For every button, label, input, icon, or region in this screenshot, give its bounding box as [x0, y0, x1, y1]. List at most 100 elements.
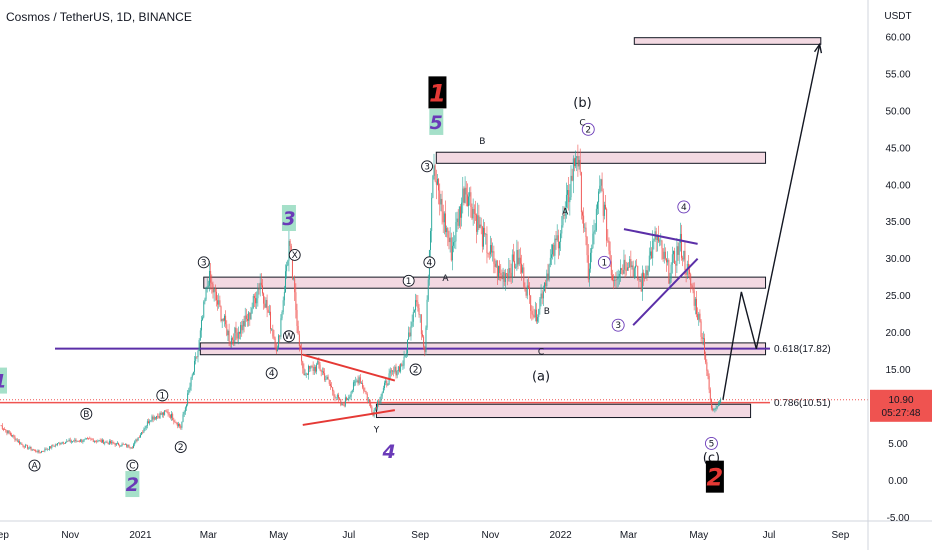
candle-body	[205, 287, 207, 300]
candle	[64, 443, 65, 445]
candle	[403, 350, 405, 369]
candle-body	[658, 236, 659, 242]
candle-body	[301, 348, 303, 362]
candle	[714, 407, 716, 413]
candle	[438, 177, 440, 205]
candle-body	[24, 444, 26, 448]
candle	[584, 223, 586, 232]
candle-body	[370, 402, 372, 407]
candle-body	[7, 430, 9, 434]
candle	[701, 332, 703, 345]
candle-body	[26, 444, 27, 446]
candle	[384, 380, 385, 391]
candle-body	[539, 298, 541, 310]
candle	[514, 251, 516, 277]
candle	[427, 274, 429, 302]
candle	[89, 436, 91, 440]
candle-body	[285, 271, 286, 292]
candle-body	[666, 258, 667, 263]
candle-body	[218, 300, 220, 305]
candle	[519, 247, 521, 274]
candle-body	[466, 194, 468, 207]
candle-body	[54, 444, 56, 447]
candle	[85, 437, 87, 440]
candle-body	[27, 445, 29, 449]
candle-body	[349, 396, 351, 398]
candle-body	[591, 247, 593, 253]
candle-body	[478, 215, 480, 228]
candle	[651, 247, 653, 259]
candle	[717, 400, 719, 407]
resistance-zone	[435, 151, 767, 164]
candle-body	[578, 159, 580, 167]
candle	[571, 168, 573, 182]
candle	[638, 277, 640, 288]
candle	[625, 261, 627, 276]
candle	[293, 276, 295, 281]
candle-body	[532, 314, 534, 316]
candle-body	[65, 442, 67, 444]
candle-body	[437, 178, 438, 185]
trend-line	[302, 409, 396, 426]
candle	[420, 314, 422, 341]
candle-body	[77, 441, 79, 442]
candle-body	[188, 390, 190, 394]
candle-body	[418, 307, 420, 315]
candle-body	[122, 444, 124, 445]
candle	[486, 226, 488, 264]
candle	[326, 374, 328, 380]
candle	[499, 260, 501, 281]
candle	[314, 365, 316, 374]
candle	[481, 225, 483, 253]
candle	[446, 225, 448, 238]
candle	[712, 405, 714, 412]
candle-body	[153, 417, 155, 420]
wave-circle	[409, 363, 422, 376]
candle-body	[586, 237, 588, 256]
wave-circle-label: A	[31, 462, 38, 472]
candle	[240, 321, 242, 340]
candle	[720, 397, 722, 404]
candle-body	[135, 439, 137, 442]
candle-body	[549, 257, 551, 265]
candle	[265, 297, 267, 309]
candle	[104, 441, 106, 446]
candle	[236, 328, 238, 342]
wave-circle	[156, 389, 169, 402]
candle	[189, 382, 191, 393]
x-tick-label: Nov	[61, 530, 79, 541]
candle	[614, 275, 616, 287]
candle-body	[347, 398, 349, 400]
candle-body	[674, 251, 676, 264]
candle-body	[424, 346, 426, 353]
candle	[12, 434, 14, 438]
wave-circle	[265, 367, 278, 380]
candle-body	[593, 231, 595, 234]
candle	[667, 251, 669, 266]
candle	[273, 329, 275, 340]
candle-body	[485, 233, 487, 235]
candle-body	[487, 252, 489, 254]
candle-body	[12, 435, 14, 437]
candle-body	[190, 377, 192, 387]
wave-circle	[421, 160, 434, 173]
candle-body	[374, 407, 376, 410]
candle	[621, 267, 623, 275]
candle	[504, 268, 506, 291]
candle-body	[125, 444, 126, 445]
candle-body	[174, 421, 176, 423]
candle	[694, 296, 696, 315]
candle-body	[405, 353, 407, 355]
candle	[374, 407, 376, 412]
candle	[316, 362, 318, 375]
candle-body	[583, 215, 585, 228]
candle-body	[245, 315, 247, 319]
candle-body	[488, 253, 490, 255]
candle-body	[137, 437, 139, 441]
candle-body	[350, 392, 352, 397]
candle	[263, 292, 265, 310]
candle-body	[621, 268, 623, 270]
